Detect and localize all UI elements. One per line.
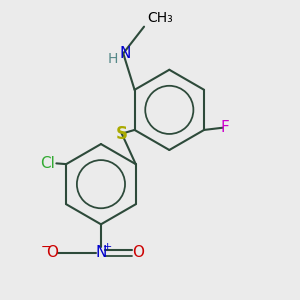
Text: CH₃: CH₃	[147, 11, 173, 25]
Text: N: N	[95, 245, 106, 260]
Text: O: O	[132, 245, 144, 260]
Text: −: −	[41, 241, 51, 254]
Text: O: O	[46, 245, 58, 260]
Text: N: N	[119, 46, 130, 61]
Text: +: +	[103, 242, 112, 252]
Text: F: F	[221, 120, 230, 135]
Text: S: S	[116, 125, 128, 143]
Text: H: H	[108, 52, 118, 66]
Text: Cl: Cl	[40, 156, 55, 171]
